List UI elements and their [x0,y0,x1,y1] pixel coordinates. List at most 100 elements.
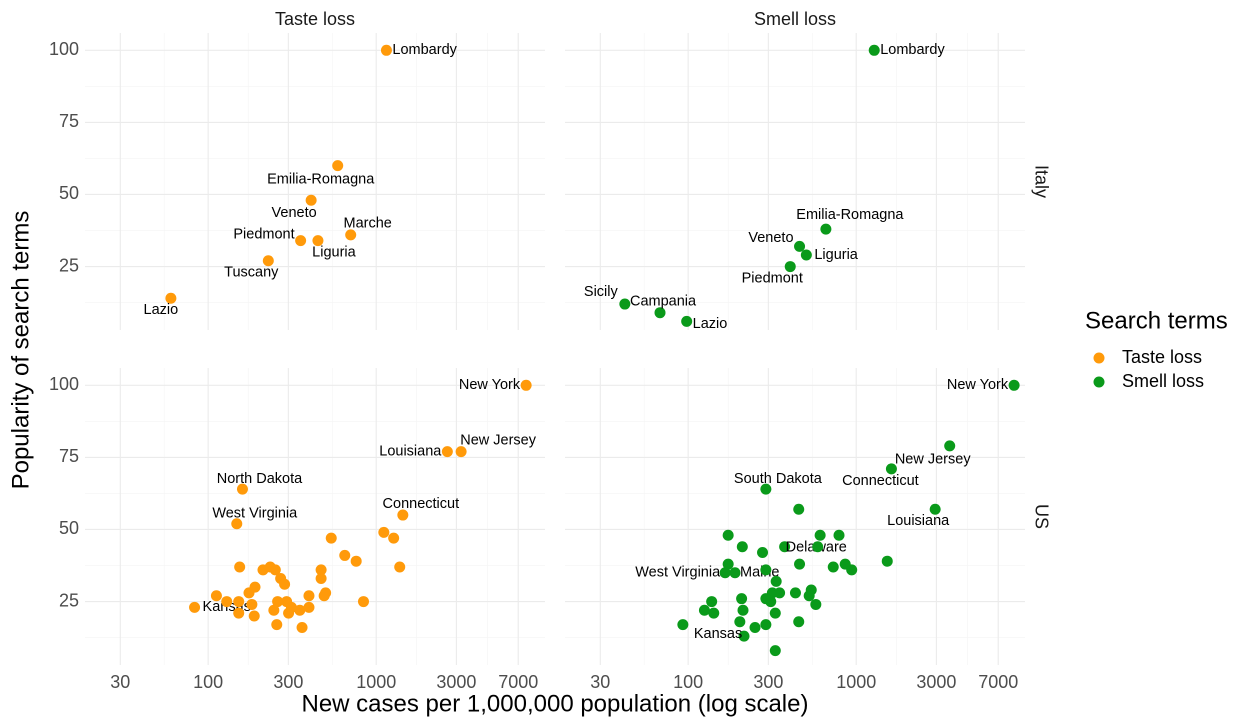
x-tick-label: 100 [193,672,223,692]
point-label: Veneto [748,230,793,246]
point [619,298,631,310]
y-tick-label: 100 [49,374,79,394]
legend-marker [1093,376,1105,388]
legend-title: Search terms [1085,307,1228,334]
point [345,229,357,241]
point [769,607,781,619]
point-label: West Virginia [212,506,298,522]
point-label: Emilia-Romagna [267,171,375,187]
point-label: Connecticut [383,496,460,512]
point [318,590,330,602]
point-label: New Jersey [460,432,536,448]
point-label: South Dakota [734,471,823,487]
point [380,44,392,56]
point [814,529,826,541]
point [249,581,261,593]
point [268,604,280,616]
point [378,526,390,538]
point [285,601,297,613]
point [357,596,369,608]
point [315,564,327,576]
point-label: New Jersey [895,452,971,468]
point [833,529,845,541]
point-label: Kansas [694,626,742,642]
point [312,235,324,247]
point [294,604,306,616]
facet-row-label: US [1031,504,1051,529]
point [350,555,362,567]
x-tick-label: 3000 [436,672,476,692]
point [810,598,822,610]
point [812,541,824,553]
x-tick-label: 7000 [978,672,1018,692]
point-label: Marche [344,216,392,232]
legend-label: Smell loss [1122,371,1204,391]
point [944,440,956,452]
point [881,555,893,567]
point [794,240,806,252]
point [271,619,283,631]
point [248,610,260,622]
point [779,541,791,553]
point [279,578,291,590]
point [784,261,796,273]
x-axis-title: New cases per 1,000,000 population (log … [302,690,809,717]
point [789,587,801,599]
x-tick-label: 30 [110,672,130,692]
point-label: Veneto [272,205,317,221]
point [706,596,718,608]
point [698,604,710,616]
point [234,561,246,573]
point [189,601,201,613]
point-label: Lazio [693,316,728,332]
point-label: Lombardy [392,42,457,58]
point [736,541,748,553]
y-tick-label: 25 [59,590,79,610]
point [303,601,315,613]
x-tick-label: 1000 [356,672,396,692]
point [315,572,327,584]
point-label: Piedmont [233,226,294,242]
point [765,596,777,608]
point [325,532,337,544]
point-label: Liguria [312,244,356,260]
point [236,483,248,495]
x-tick-label: 3000 [916,672,956,692]
point [760,483,772,495]
point [394,561,406,573]
point-label: Sicily [584,284,619,300]
point [339,549,351,561]
point-label: Lazio [144,302,179,318]
point [734,616,746,628]
point [165,292,177,304]
y-tick-label: 50 [59,183,79,203]
point [749,622,761,634]
legend-marker [1093,352,1105,364]
legend-label: Taste loss [1122,347,1202,367]
point-label: North Dakota [217,471,303,487]
point [233,596,245,608]
point [929,503,941,515]
point [794,558,806,570]
point [295,235,307,247]
point-label: Louisiana [887,513,950,529]
point [757,547,769,559]
point [729,567,741,579]
point [722,558,734,570]
points: Lombardy Emilia-Romagna Veneto Marche Piedmo… [144,42,1020,657]
point [272,596,284,608]
point-label: Campania [630,294,697,310]
point [520,379,532,391]
point-label: Piedmont [742,270,803,286]
point [885,463,897,475]
x-tick-label: 100 [673,672,703,692]
point [827,561,839,573]
point [296,622,308,634]
x-tick-label: 300 [273,672,303,692]
y-tick-label: 50 [59,518,79,538]
x-tick-label: 7000 [498,672,538,692]
point [246,598,258,610]
point [722,529,734,541]
point [305,194,317,206]
point-label: Lombardy [880,42,945,58]
